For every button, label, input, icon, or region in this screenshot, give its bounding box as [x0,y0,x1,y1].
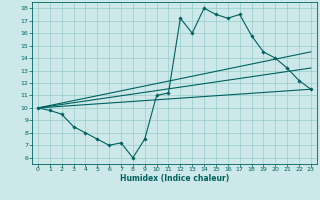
X-axis label: Humidex (Indice chaleur): Humidex (Indice chaleur) [120,174,229,183]
